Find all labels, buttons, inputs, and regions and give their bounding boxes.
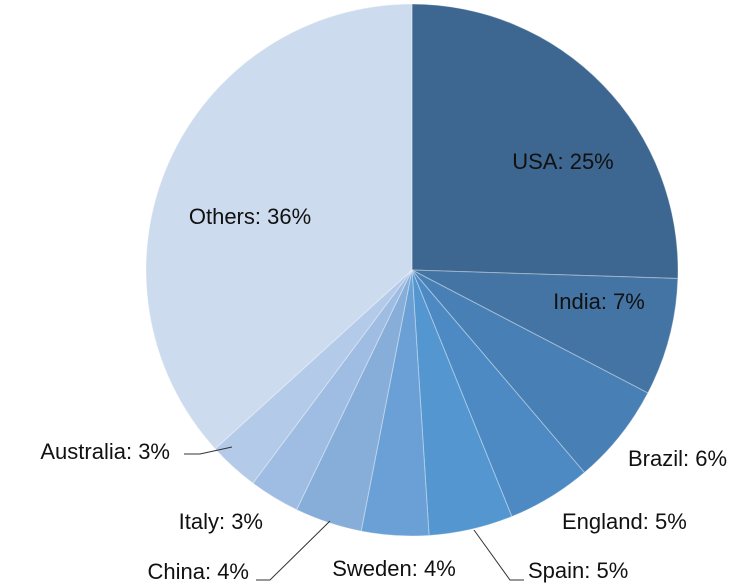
pie-slice <box>411 269 679 394</box>
pie-slice <box>411 269 586 518</box>
pie-slice <box>360 269 430 537</box>
pie-slice <box>214 269 413 484</box>
slice-label: Brazil: 6% <box>628 446 727 471</box>
slice-label: England: 5% <box>562 509 687 534</box>
slice-label: Others: 36% <box>189 204 311 229</box>
leader-line <box>184 446 233 455</box>
leader-line <box>473 529 524 581</box>
slice-label: Australia: 3% <box>40 439 170 464</box>
slice-label: Italy: 3% <box>179 509 263 534</box>
slice-label: China: 4% <box>147 559 249 584</box>
slice-label: USA: 25% <box>512 149 614 174</box>
pie-slice <box>411 269 513 536</box>
pie-slice <box>252 269 413 511</box>
leader-line <box>256 520 331 581</box>
slice-label: Spain: 5% <box>528 558 628 583</box>
slice-label: Sweden: 4% <box>332 556 456 581</box>
pie-slice <box>411 3 679 280</box>
pie-slice <box>145 3 413 450</box>
pie-slice <box>411 269 649 474</box>
slice-label: India: 7% <box>553 289 645 314</box>
